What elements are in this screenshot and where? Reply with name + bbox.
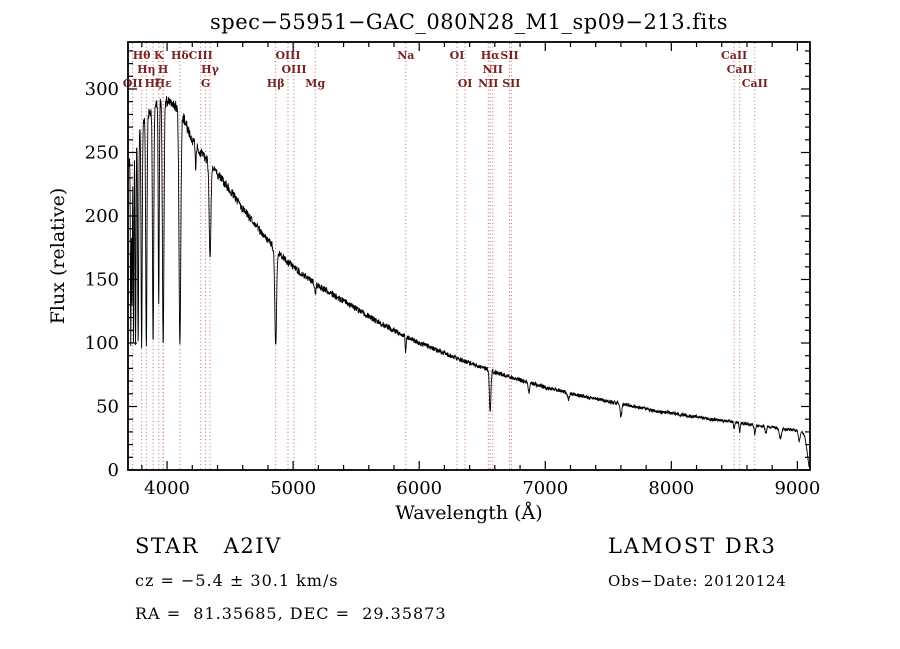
object-class-text: STAR A2IV — [135, 534, 282, 558]
spectral-line-label: NII — [478, 77, 498, 90]
obs-date-text: Obs−Date: 20120124 — [608, 572, 787, 590]
spectral-line-label: OIII — [281, 63, 306, 76]
spectral-line-label: OI — [450, 49, 465, 62]
tick-label: 300 — [85, 79, 119, 100]
spectral-line-label: OII — [123, 77, 143, 90]
spectral-line-label: CaII — [742, 77, 768, 90]
tick-label: 6000 — [396, 478, 442, 499]
tick-label: 0 — [108, 460, 119, 481]
spectral-line-label: Mg — [305, 77, 325, 90]
spectral-line-label: Hγ — [201, 63, 219, 76]
axes — [127, 41, 811, 471]
tick-label: 250 — [85, 142, 119, 163]
spectral-line-label: NII — [483, 63, 503, 76]
tick-label: 8000 — [648, 478, 694, 499]
spectral-line-label: Hβ — [267, 77, 285, 90]
spectral-line-markers — [132, 43, 756, 469]
tick-label: 4000 — [144, 478, 190, 499]
spectral-line-label: Hθ — [133, 49, 151, 62]
spectral-line-label: Hε — [155, 77, 172, 90]
spectrum-trace — [128, 96, 810, 468]
tick-label: 200 — [85, 206, 119, 227]
spectral-line-label: Na — [397, 49, 414, 62]
survey-release-text: LAMOST DR3 — [608, 534, 777, 558]
spectral-line-label: SII — [502, 77, 520, 90]
spectral-line-label: CIII — [189, 49, 213, 62]
spectral-line-label: CaII — [727, 63, 753, 76]
y-axis-label: Flux (relative) — [47, 187, 69, 325]
tick-label: 50 — [96, 396, 119, 417]
tick-label: 9000 — [774, 478, 820, 499]
spectral-line-label: G — [201, 77, 210, 90]
spectral-line-label: OI — [458, 77, 473, 90]
spectral-line-label: Hδ — [171, 49, 189, 62]
spectral-line-label: CaII — [721, 49, 747, 62]
x-axis-label: Wavelength (Å) — [395, 502, 543, 524]
spectral-line-label: Hη — [137, 63, 155, 76]
spectral-line-label: H — [158, 63, 168, 76]
tick-label: 100 — [85, 333, 119, 354]
ra-dec-text: RA = 81.35685, DEC = 29.35873 — [135, 604, 447, 623]
spectral-line-label: Hζ — [145, 77, 162, 90]
spectral-line-label: OIII — [275, 49, 300, 62]
spectral-line-label: SII — [500, 49, 518, 62]
plot-title: spec−55951−GAC_080N28_M1_sp09−213.fits — [210, 10, 728, 34]
tick-label: 5000 — [270, 478, 316, 499]
tick-labels: 4000 5000 6000 7000 8000 9000 0 50 100 150 200 250 3… — [85, 79, 821, 499]
cz-velocity-text: cz = −5.4 ± 30.1 km/s — [135, 571, 339, 590]
tick-label: 7000 — [522, 478, 568, 499]
spectrum-path — [128, 96, 810, 468]
spectral-line-label: K — [154, 49, 164, 62]
spectral-line-label: Hα — [481, 49, 500, 62]
tick-label: 150 — [85, 269, 119, 290]
